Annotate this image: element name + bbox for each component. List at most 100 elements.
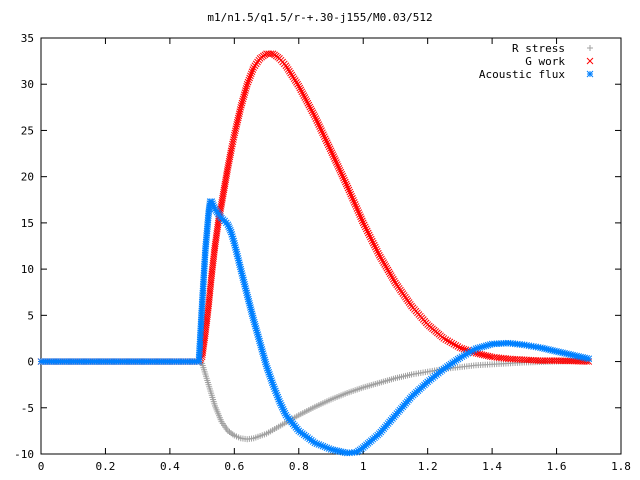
data-point bbox=[319, 129, 326, 137]
data-point bbox=[244, 78, 252, 86]
data-point bbox=[316, 123, 323, 130]
data-point bbox=[382, 262, 390, 270]
data-point bbox=[351, 201, 359, 208]
data-point bbox=[238, 101, 245, 109]
data-point bbox=[335, 164, 343, 172]
data-point bbox=[321, 135, 329, 143]
data-point bbox=[345, 186, 353, 194]
data-point bbox=[378, 255, 385, 263]
x-tick-label: 0.4 bbox=[160, 460, 180, 473]
data-point bbox=[383, 264, 391, 272]
data-point bbox=[231, 129, 239, 137]
data-point bbox=[448, 339, 456, 347]
data-point bbox=[336, 166, 344, 174]
data-point bbox=[245, 76, 253, 84]
data-point bbox=[329, 151, 337, 159]
y-tick-label: 20 bbox=[21, 171, 34, 184]
data-point bbox=[248, 68, 256, 76]
data-point bbox=[341, 178, 349, 186]
data-point bbox=[377, 253, 384, 261]
data-point bbox=[349, 194, 356, 202]
chart-title: m1/n1.5/q1.5/r-+.30-j155/M0.03/512 bbox=[207, 11, 432, 24]
data-point bbox=[362, 225, 370, 233]
data-point bbox=[342, 180, 350, 188]
plot-area bbox=[40, 37, 622, 455]
data-point bbox=[368, 237, 376, 245]
data-point bbox=[585, 355, 593, 363]
data-point bbox=[359, 219, 367, 227]
data-point bbox=[315, 121, 323, 128]
data-point bbox=[480, 351, 488, 359]
legend-label: Acoustic flux bbox=[479, 68, 565, 81]
data-point bbox=[348, 192, 355, 200]
y-tick-label: 15 bbox=[21, 217, 34, 230]
data-point bbox=[372, 245, 380, 253]
data-point bbox=[476, 350, 484, 358]
data-point bbox=[384, 266, 392, 274]
data-point bbox=[317, 125, 324, 133]
series-r-stress bbox=[38, 357, 592, 443]
data-point bbox=[343, 182, 351, 190]
y-tick-label: 25 bbox=[21, 124, 34, 137]
data-point bbox=[330, 153, 338, 160]
data-point bbox=[352, 203, 360, 210]
x-tick-label: 1.6 bbox=[547, 460, 567, 473]
data-point bbox=[358, 217, 366, 225]
x-tick-label: 0.6 bbox=[224, 460, 244, 473]
data-point bbox=[247, 70, 255, 78]
data-point bbox=[331, 155, 338, 162]
data-point bbox=[333, 161, 341, 168]
plot-frame bbox=[40, 37, 622, 455]
data-point bbox=[306, 103, 314, 111]
data-point bbox=[305, 101, 313, 109]
series-acoustic-flux bbox=[37, 198, 593, 457]
data-point bbox=[454, 343, 462, 350]
data-point bbox=[232, 123, 240, 130]
data-point bbox=[385, 268, 393, 276]
data-point bbox=[334, 163, 342, 170]
y-tick-label: 10 bbox=[21, 263, 34, 276]
data-point bbox=[308, 107, 316, 115]
data-point bbox=[381, 261, 389, 268]
data-point bbox=[353, 205, 361, 212]
x-tick-label: 1.4 bbox=[482, 460, 502, 473]
data-point bbox=[350, 196, 357, 204]
data-point bbox=[246, 74, 253, 82]
data-point bbox=[478, 351, 486, 358]
data-point bbox=[267, 50, 275, 58]
data-point bbox=[360, 221, 368, 229]
data-point bbox=[355, 209, 363, 216]
data-point bbox=[233, 121, 241, 128]
data-point bbox=[318, 127, 325, 135]
data-point bbox=[373, 247, 381, 255]
data-point bbox=[240, 93, 248, 101]
data-point bbox=[298, 88, 306, 96]
data-point bbox=[312, 115, 320, 122]
data-point bbox=[243, 82, 250, 90]
data-point bbox=[389, 275, 397, 283]
data-point bbox=[242, 87, 249, 94]
data-point bbox=[326, 145, 334, 153]
data-point bbox=[235, 112, 243, 120]
legend-marker bbox=[586, 57, 594, 65]
data-point bbox=[239, 97, 246, 105]
data-point bbox=[314, 119, 322, 126]
x-tick-label: 1.2 bbox=[418, 460, 438, 473]
data-point bbox=[361, 223, 369, 231]
data-point bbox=[358, 215, 365, 223]
y-axis: -10 -5 0 5 10 15 20 25 30 35 bbox=[14, 32, 621, 461]
data-point bbox=[302, 96, 310, 103]
data-point bbox=[235, 110, 243, 118]
data-point bbox=[337, 168, 345, 176]
y-tick-label: 35 bbox=[21, 32, 34, 45]
data-point bbox=[354, 207, 362, 214]
data-point bbox=[333, 159, 340, 166]
data-point bbox=[365, 231, 373, 239]
data-point bbox=[328, 149, 336, 157]
data-point bbox=[309, 109, 317, 117]
data-point bbox=[347, 190, 355, 198]
data-point bbox=[321, 133, 328, 141]
data-point bbox=[230, 131, 238, 139]
